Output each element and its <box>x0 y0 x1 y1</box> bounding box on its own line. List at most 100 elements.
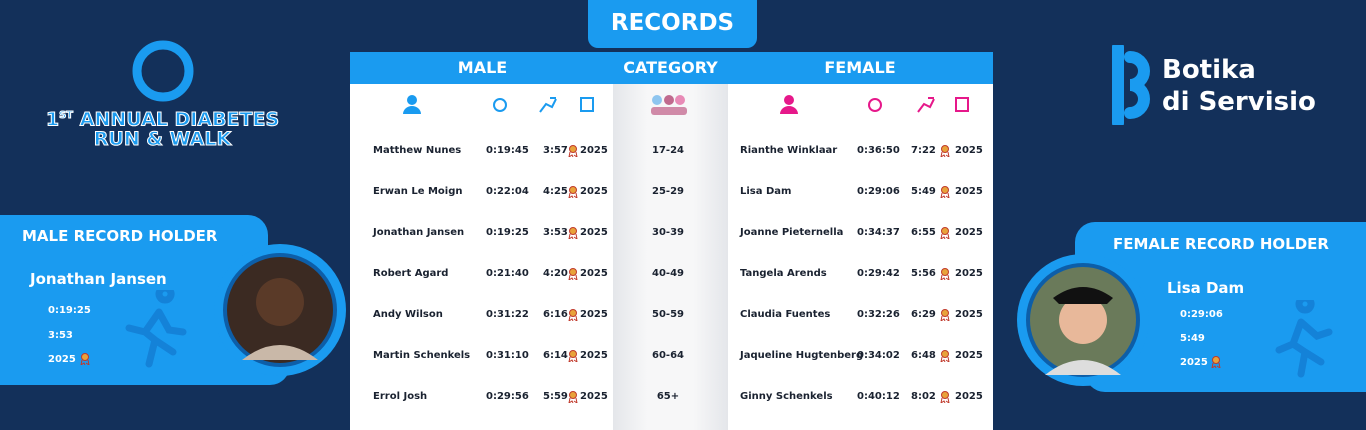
logo-ring <box>132 40 194 102</box>
female-year: 2025 <box>955 145 983 156</box>
male-name: Jonathan Jansen <box>373 227 465 238</box>
male-holder-name: Jonathan Jansen <box>30 270 167 288</box>
medal-icon <box>568 309 578 321</box>
male-holder-time: 0:19:25 <box>48 305 91 316</box>
male-time: 0:31:10 <box>486 350 529 361</box>
female-time: 0:40:12 <box>857 391 900 402</box>
female-name: Jaqueline Hugtenberg <box>740 350 864 361</box>
female-time: 0:36:50 <box>857 145 900 156</box>
event-line2: RUN & WALK <box>93 128 232 151</box>
medal-icon <box>940 145 950 157</box>
male-year: 2025 <box>580 186 608 197</box>
female-time: 0:32:26 <box>857 309 900 320</box>
female-holder-time: 0:29:06 <box>1180 309 1223 320</box>
medal-icon <box>80 353 90 365</box>
brand-logo <box>1112 45 1150 125</box>
male-name: Matthew Nunes <box>373 145 462 156</box>
event-suffix: ST <box>59 110 74 122</box>
female-year: 2025 <box>955 350 983 361</box>
category: 30-39 <box>652 227 684 238</box>
medal-icon <box>568 227 578 239</box>
male-pace: 6:16 <box>543 309 568 320</box>
category: 40-49 <box>652 268 684 279</box>
brand-line2: di Servisio <box>1162 87 1316 117</box>
records-title: RECORDS <box>588 0 757 48</box>
male-time: 0:19:45 <box>486 145 529 156</box>
female-time: 0:34:02 <box>857 350 900 361</box>
female-name: Tangela Arends <box>740 268 827 279</box>
female-name: Rianthe Winklaar <box>740 145 838 156</box>
female-header: FEMALE <box>824 58 896 77</box>
female-year: 2025 <box>955 309 983 320</box>
female-pace: 6:48 <box>911 350 936 361</box>
medal-icon <box>568 186 578 198</box>
category: 17-24 <box>652 145 684 156</box>
female-name: Lisa Dam <box>740 186 792 197</box>
medal-icon <box>568 350 578 362</box>
male-time: 0:19:25 <box>486 227 529 238</box>
male-time: 0:29:56 <box>486 391 529 402</box>
female-year: 2025 <box>955 227 983 238</box>
medal-icon <box>568 391 578 403</box>
male-year: 2025 <box>580 309 608 320</box>
medal-icon <box>940 268 950 280</box>
female-year: 2025 <box>955 268 983 279</box>
male-photo <box>214 244 346 376</box>
male-year: 2025 <box>580 350 608 361</box>
female-year: 2025 <box>955 391 983 402</box>
male-time: 0:21:40 <box>486 268 529 279</box>
category: 25-29 <box>652 186 684 197</box>
medal-icon <box>940 391 950 403</box>
female-time: 0:34:37 <box>857 227 900 238</box>
medal-icon <box>940 227 950 239</box>
female-holder-year: 2025 <box>1180 357 1208 368</box>
female-time: 0:29:42 <box>857 268 900 279</box>
female-holder-pace: 5:49 <box>1180 333 1205 344</box>
female-pace: 6:55 <box>911 227 936 238</box>
male-holder-year: 2025 <box>48 354 76 365</box>
runner-icon <box>125 290 187 368</box>
female-holder-name: Lisa Dam <box>1167 279 1245 297</box>
male-name: Martin Schenkels <box>373 350 471 361</box>
male-pace: 4:25 <box>543 186 568 197</box>
runner-icon-female <box>1275 300 1333 378</box>
event-line1: ANNUAL DIABETES <box>79 108 280 131</box>
male-holder-pace: 3:53 <box>48 330 73 341</box>
male-holder-title: MALE RECORD HOLDER <box>22 227 218 245</box>
male-pace: 4:20 <box>543 268 568 279</box>
female-name: Claudia Fuentes <box>740 309 831 320</box>
category: 60-64 <box>652 350 684 361</box>
female-pace: 6:29 <box>911 309 936 320</box>
female-pace: 7:22 <box>911 145 936 156</box>
medal-icon <box>940 309 950 321</box>
category: 50-59 <box>652 309 684 320</box>
male-pace: 5:59 <box>543 391 568 402</box>
female-holder-title: FEMALE RECORD HOLDER <box>1113 235 1329 253</box>
male-name: Erwan Le Moign <box>373 186 463 197</box>
category: 65+ <box>656 391 680 402</box>
male-pace: 3:57 <box>543 145 568 156</box>
category-column <box>613 84 728 430</box>
category-header: CATEGORY <box>623 58 718 77</box>
brand: Botika di Servisio <box>1162 54 1316 118</box>
medal-icon <box>1211 356 1221 368</box>
female-photo <box>1017 254 1149 386</box>
male-year: 2025 <box>580 145 608 156</box>
female-name: Ginny Schenkels <box>740 391 833 402</box>
medal-icon <box>940 350 950 362</box>
female-pace: 5:49 <box>911 186 936 197</box>
female-time: 0:29:06 <box>857 186 900 197</box>
medal-icon <box>940 186 950 198</box>
column-icons <box>403 95 969 115</box>
event-number: 1 <box>45 108 60 131</box>
male-header: MALE <box>457 58 508 77</box>
male-year: 2025 <box>580 391 608 402</box>
medal-icon <box>568 145 578 157</box>
male-year: 2025 <box>580 227 608 238</box>
medal-icon <box>568 268 578 280</box>
female-pace: 8:02 <box>911 391 936 402</box>
female-pace: 5:56 <box>911 268 936 279</box>
male-pace: 3:53 <box>543 227 568 238</box>
event-title: 1ST ANNUAL DIABETES RUN & WALK <box>20 106 305 151</box>
